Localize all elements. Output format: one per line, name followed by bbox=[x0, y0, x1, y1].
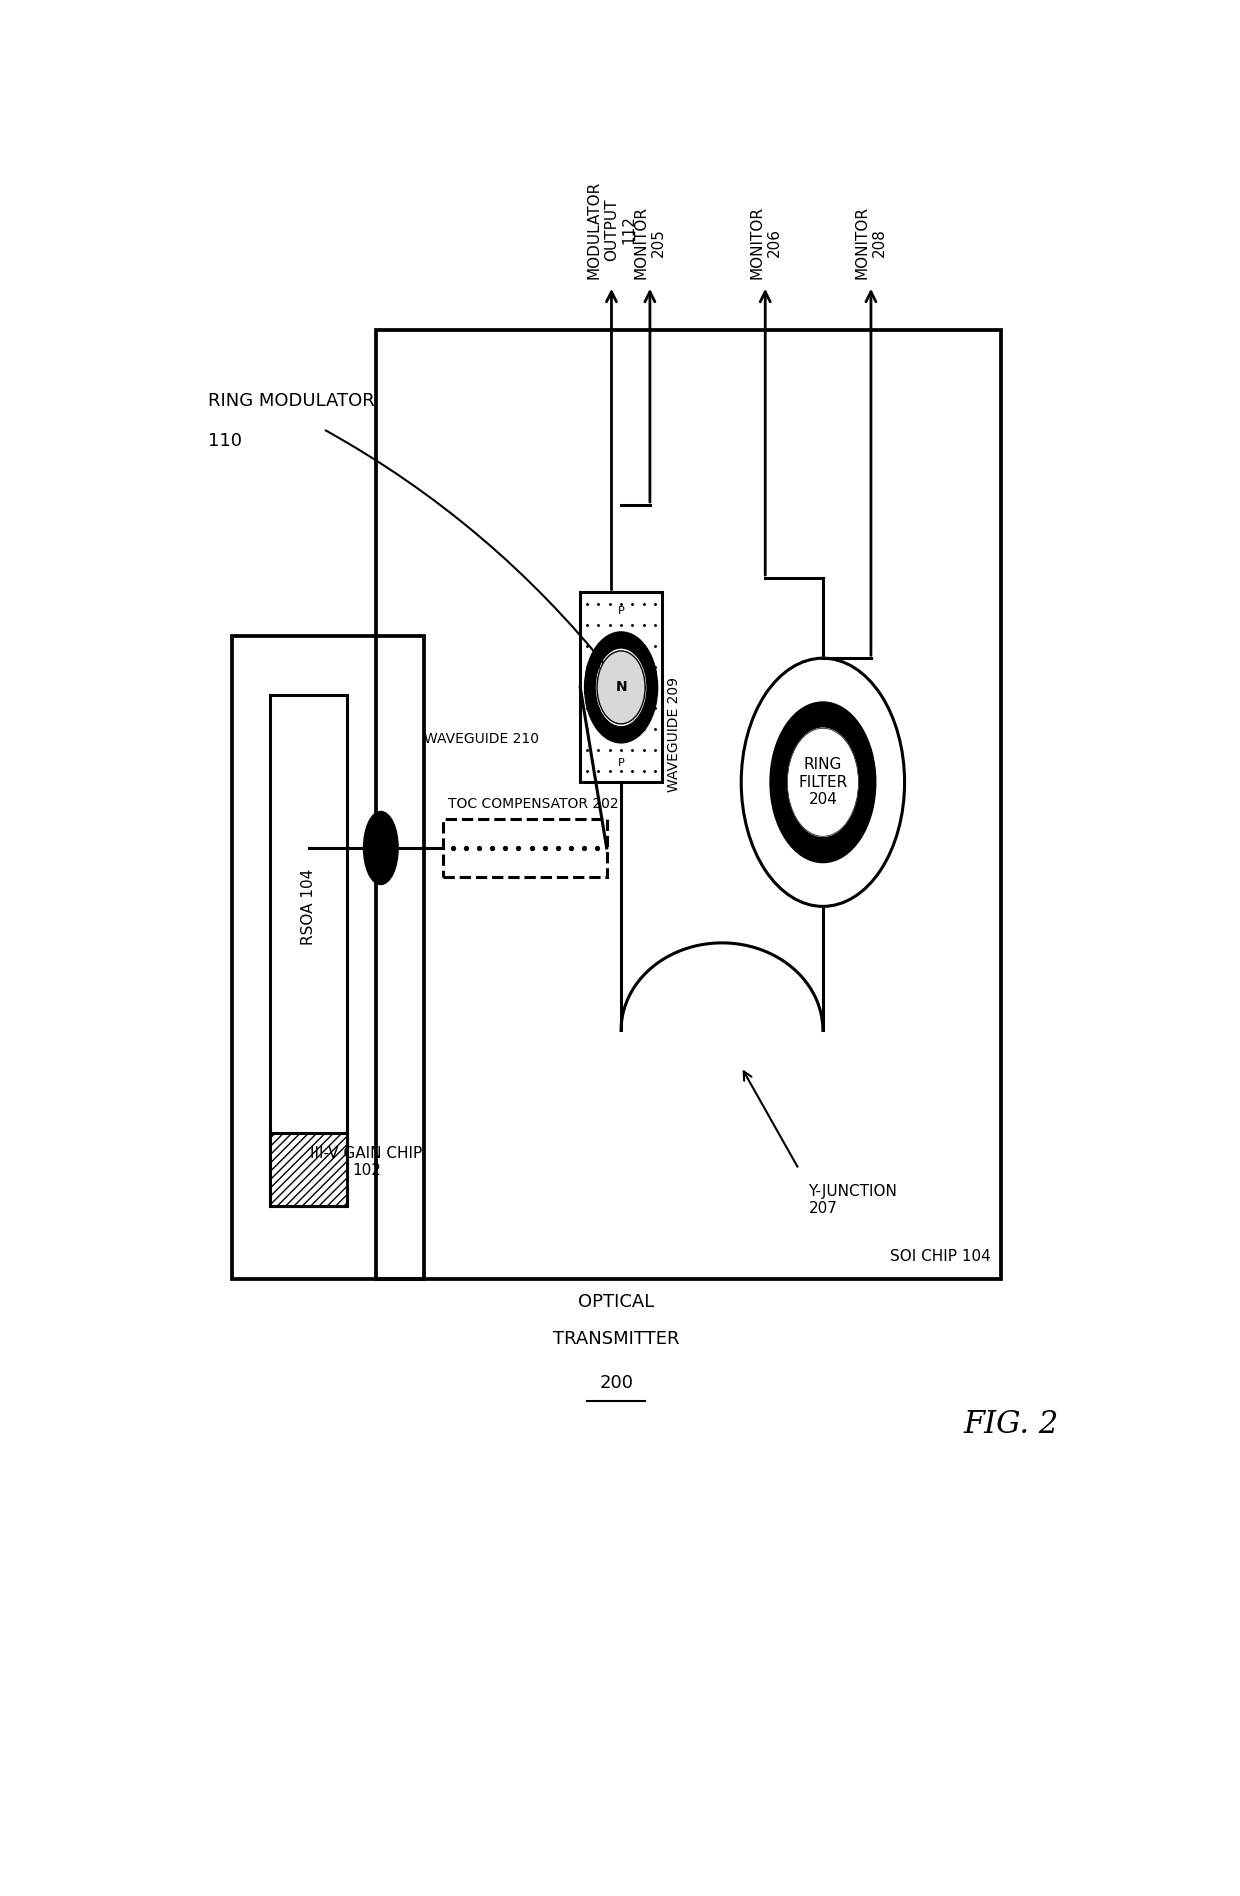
Text: Y-JUNCTION
207: Y-JUNCTION 207 bbox=[808, 1183, 898, 1215]
Text: FIG. 2: FIG. 2 bbox=[963, 1409, 1058, 1441]
Text: RING
FILTER
204: RING FILTER 204 bbox=[799, 757, 847, 808]
Bar bbox=[270, 1132, 347, 1206]
Text: III-V GAIN CHIP
102: III-V GAIN CHIP 102 bbox=[310, 1145, 423, 1177]
Circle shape bbox=[787, 728, 858, 836]
Bar bbox=[376, 330, 1001, 1278]
Text: 200: 200 bbox=[599, 1373, 634, 1392]
Text: MONITOR
206: MONITOR 206 bbox=[749, 205, 781, 279]
Text: WAVEGUIDE 210: WAVEGUIDE 210 bbox=[424, 732, 539, 745]
Bar bbox=[270, 694, 347, 1206]
Bar bbox=[232, 637, 424, 1278]
Bar bbox=[444, 819, 606, 878]
Text: 110: 110 bbox=[208, 432, 242, 449]
Text: MONITOR
205: MONITOR 205 bbox=[634, 205, 666, 279]
Text: P: P bbox=[618, 607, 625, 616]
Text: RSOA 104: RSOA 104 bbox=[301, 868, 316, 944]
Text: MONITOR
208: MONITOR 208 bbox=[854, 205, 887, 279]
Text: MODULATOR
OUTPUT
112: MODULATOR OUTPUT 112 bbox=[587, 180, 636, 279]
Text: TRANSMITTER: TRANSMITTER bbox=[553, 1329, 680, 1348]
Circle shape bbox=[598, 650, 645, 724]
Text: TOC COMPENSATOR 202: TOC COMPENSATOR 202 bbox=[448, 798, 619, 811]
Text: N: N bbox=[615, 681, 627, 694]
Text: RING MODULATOR: RING MODULATOR bbox=[208, 392, 374, 410]
Text: P: P bbox=[618, 758, 625, 768]
Bar bbox=[580, 592, 662, 783]
Circle shape bbox=[742, 658, 904, 906]
Text: SOI CHIP 104: SOI CHIP 104 bbox=[890, 1249, 991, 1265]
Text: OPTICAL: OPTICAL bbox=[578, 1293, 655, 1312]
Text: WAVEGUIDE 209: WAVEGUIDE 209 bbox=[667, 677, 681, 793]
Ellipse shape bbox=[363, 811, 398, 885]
